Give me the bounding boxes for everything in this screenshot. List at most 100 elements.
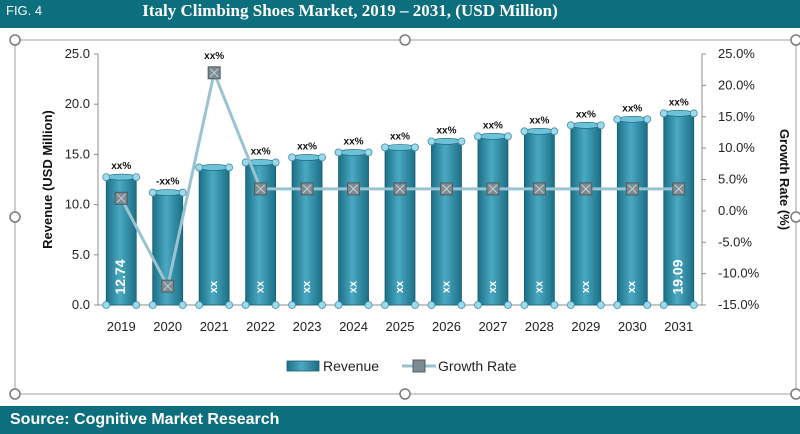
bar-selection-handle[interactable] — [178, 188, 187, 197]
revenue-data-label: xx — [487, 280, 499, 293]
bar-selection-handle[interactable] — [288, 301, 296, 309]
frame-resize-handle[interactable] — [399, 388, 411, 400]
bar-selection-handle[interactable] — [457, 301, 466, 309]
bar-selection-handle[interactable] — [178, 301, 187, 309]
growth-rate-marker-cross — [395, 184, 405, 194]
bar-selection-handle[interactable] — [271, 158, 280, 167]
bar-selection-handle[interactable] — [659, 109, 668, 118]
revenue-bar[interactable] — [477, 135, 509, 306]
bar-selection-handle[interactable] — [318, 153, 326, 162]
revenue-bar-cap — [570, 121, 602, 129]
revenue-bar[interactable] — [616, 118, 648, 306]
y-tick-label: 15.0 — [65, 146, 90, 161]
revenue-bar-group: xx — [195, 163, 234, 309]
bar-selection-handle[interactable] — [474, 301, 482, 309]
revenue-data-label: xx — [533, 280, 545, 293]
bar-selection-handle[interactable] — [288, 153, 296, 162]
revenue-bar-group: xx — [241, 158, 280, 309]
bar-selection-handle[interactable] — [566, 301, 575, 309]
bar-selection-handle[interactable] — [102, 301, 111, 309]
bar-selection-handle[interactable] — [381, 301, 389, 309]
bar-selection-handle[interactable] — [241, 301, 250, 309]
bar-selection-handle[interactable] — [504, 301, 512, 309]
bar-selection-handle[interactable] — [596, 301, 605, 309]
x-tick-label: 2020 — [153, 319, 182, 334]
bar-selection-handle[interactable] — [318, 301, 326, 309]
bar-selection-handle[interactable] — [411, 301, 419, 309]
frame-resize-handle[interactable] — [790, 388, 800, 400]
bar-selection-handle[interactable] — [225, 301, 234, 309]
bar-selection-handle[interactable] — [334, 301, 343, 309]
bar-selection-handle[interactable] — [334, 148, 343, 157]
bar-selection-handle[interactable] — [457, 137, 466, 146]
bar-selection-handle[interactable] — [643, 115, 652, 124]
revenue-bar[interactable] — [523, 130, 555, 306]
frame-resize-handle[interactable] — [399, 34, 411, 46]
growth-rate-marker-cross — [116, 193, 126, 203]
revenue-bar-group: xx — [520, 127, 559, 309]
bar-selection-handle[interactable] — [613, 301, 622, 309]
bar-selection-handle[interactable] — [659, 301, 668, 309]
revenue-bar-cap — [198, 164, 230, 171]
bar-selection-handle[interactable] — [520, 301, 529, 309]
growth-rate-marker-cross — [209, 68, 219, 78]
bar-selection-handle[interactable] — [596, 121, 605, 130]
growth-rate-marker-cross — [488, 184, 498, 194]
frame-resize-handle[interactable] — [790, 211, 800, 223]
x-tick-label: 2031 — [664, 319, 693, 334]
bar-selection-handle[interactable] — [643, 301, 652, 309]
revenue-data-label: 19.09 — [669, 259, 685, 294]
bar-selection-handle[interactable] — [550, 127, 559, 136]
bar-selection-handle[interactable] — [566, 121, 575, 130]
bar-selection-handle[interactable] — [520, 127, 529, 136]
frame-resize-handle[interactable] — [9, 211, 21, 223]
bar-selection-handle[interactable] — [364, 301, 373, 309]
growth-rate-marker-cross — [256, 184, 265, 194]
revenue-bar[interactable] — [663, 112, 695, 306]
bar-selection-handle[interactable] — [148, 188, 157, 197]
growth-rate-marker-cross — [627, 184, 637, 194]
revenue-bar[interactable] — [570, 124, 602, 306]
bar-selection-handle[interactable] — [195, 301, 204, 309]
frame-resize-handle[interactable] — [790, 34, 800, 46]
bar-selection-handle[interactable] — [689, 301, 698, 309]
bar-selection-handle[interactable] — [195, 163, 204, 172]
bar-selection-handle[interactable] — [411, 143, 419, 152]
bar-selection-handle[interactable] — [504, 132, 512, 141]
bar-selection-handle[interactable] — [381, 143, 389, 152]
bar-selection-handle[interactable] — [474, 132, 482, 141]
bar-selection-handle[interactable] — [225, 163, 234, 172]
bar-selection-handle[interactable] — [689, 109, 698, 118]
bar-selection-handle[interactable] — [102, 173, 111, 181]
revenue-bar-cap — [617, 115, 648, 123]
bar-selection-handle[interactable] — [364, 148, 373, 157]
bar-selection-handle[interactable] — [132, 301, 141, 309]
revenue-bar[interactable] — [338, 151, 369, 306]
revenue-data-label: xx — [255, 280, 267, 293]
x-tick-label: 2026 — [432, 319, 461, 334]
bar-selection-handle[interactable] — [132, 173, 141, 181]
legend-item-revenue[interactable]: Revenue — [286, 358, 379, 374]
legend-item-growth-rate[interactable]: Growth Rate — [402, 358, 517, 374]
x-tick-label: 2021 — [200, 319, 229, 334]
bar-selection-handle[interactable] — [271, 301, 280, 309]
bar-selection-handle[interactable] — [148, 301, 157, 309]
growth-rate-data-label: xx% — [436, 125, 456, 136]
revenue-bar-cap — [105, 173, 137, 181]
revenue-bar[interactable] — [198, 167, 230, 306]
bar-selection-handle[interactable] — [427, 301, 436, 309]
bar-selection-handle[interactable] — [427, 137, 436, 146]
bar-selection-handle[interactable] — [613, 115, 622, 124]
frame-resize-handle[interactable] — [9, 388, 21, 400]
revenue-bar[interactable] — [431, 140, 462, 306]
x-tick-label: 2027 — [478, 319, 507, 334]
bar-selection-handle[interactable] — [550, 301, 559, 309]
y2-tick-label: -5.0% — [718, 234, 752, 249]
growth-rate-data-label: xx% — [622, 103, 642, 114]
revenue-bar-cap — [291, 154, 323, 161]
revenue-bar-group: xx — [381, 143, 419, 309]
frame-resize-handle[interactable] — [9, 34, 21, 46]
combo-chart: 0.0 5.0 10.0 15.0 20.0 25.0 -15.0% -10.0% -5.0% 0… — [9, 34, 800, 400]
revenue-bar-group: xx — [566, 121, 605, 309]
revenue-bar[interactable] — [384, 146, 416, 306]
